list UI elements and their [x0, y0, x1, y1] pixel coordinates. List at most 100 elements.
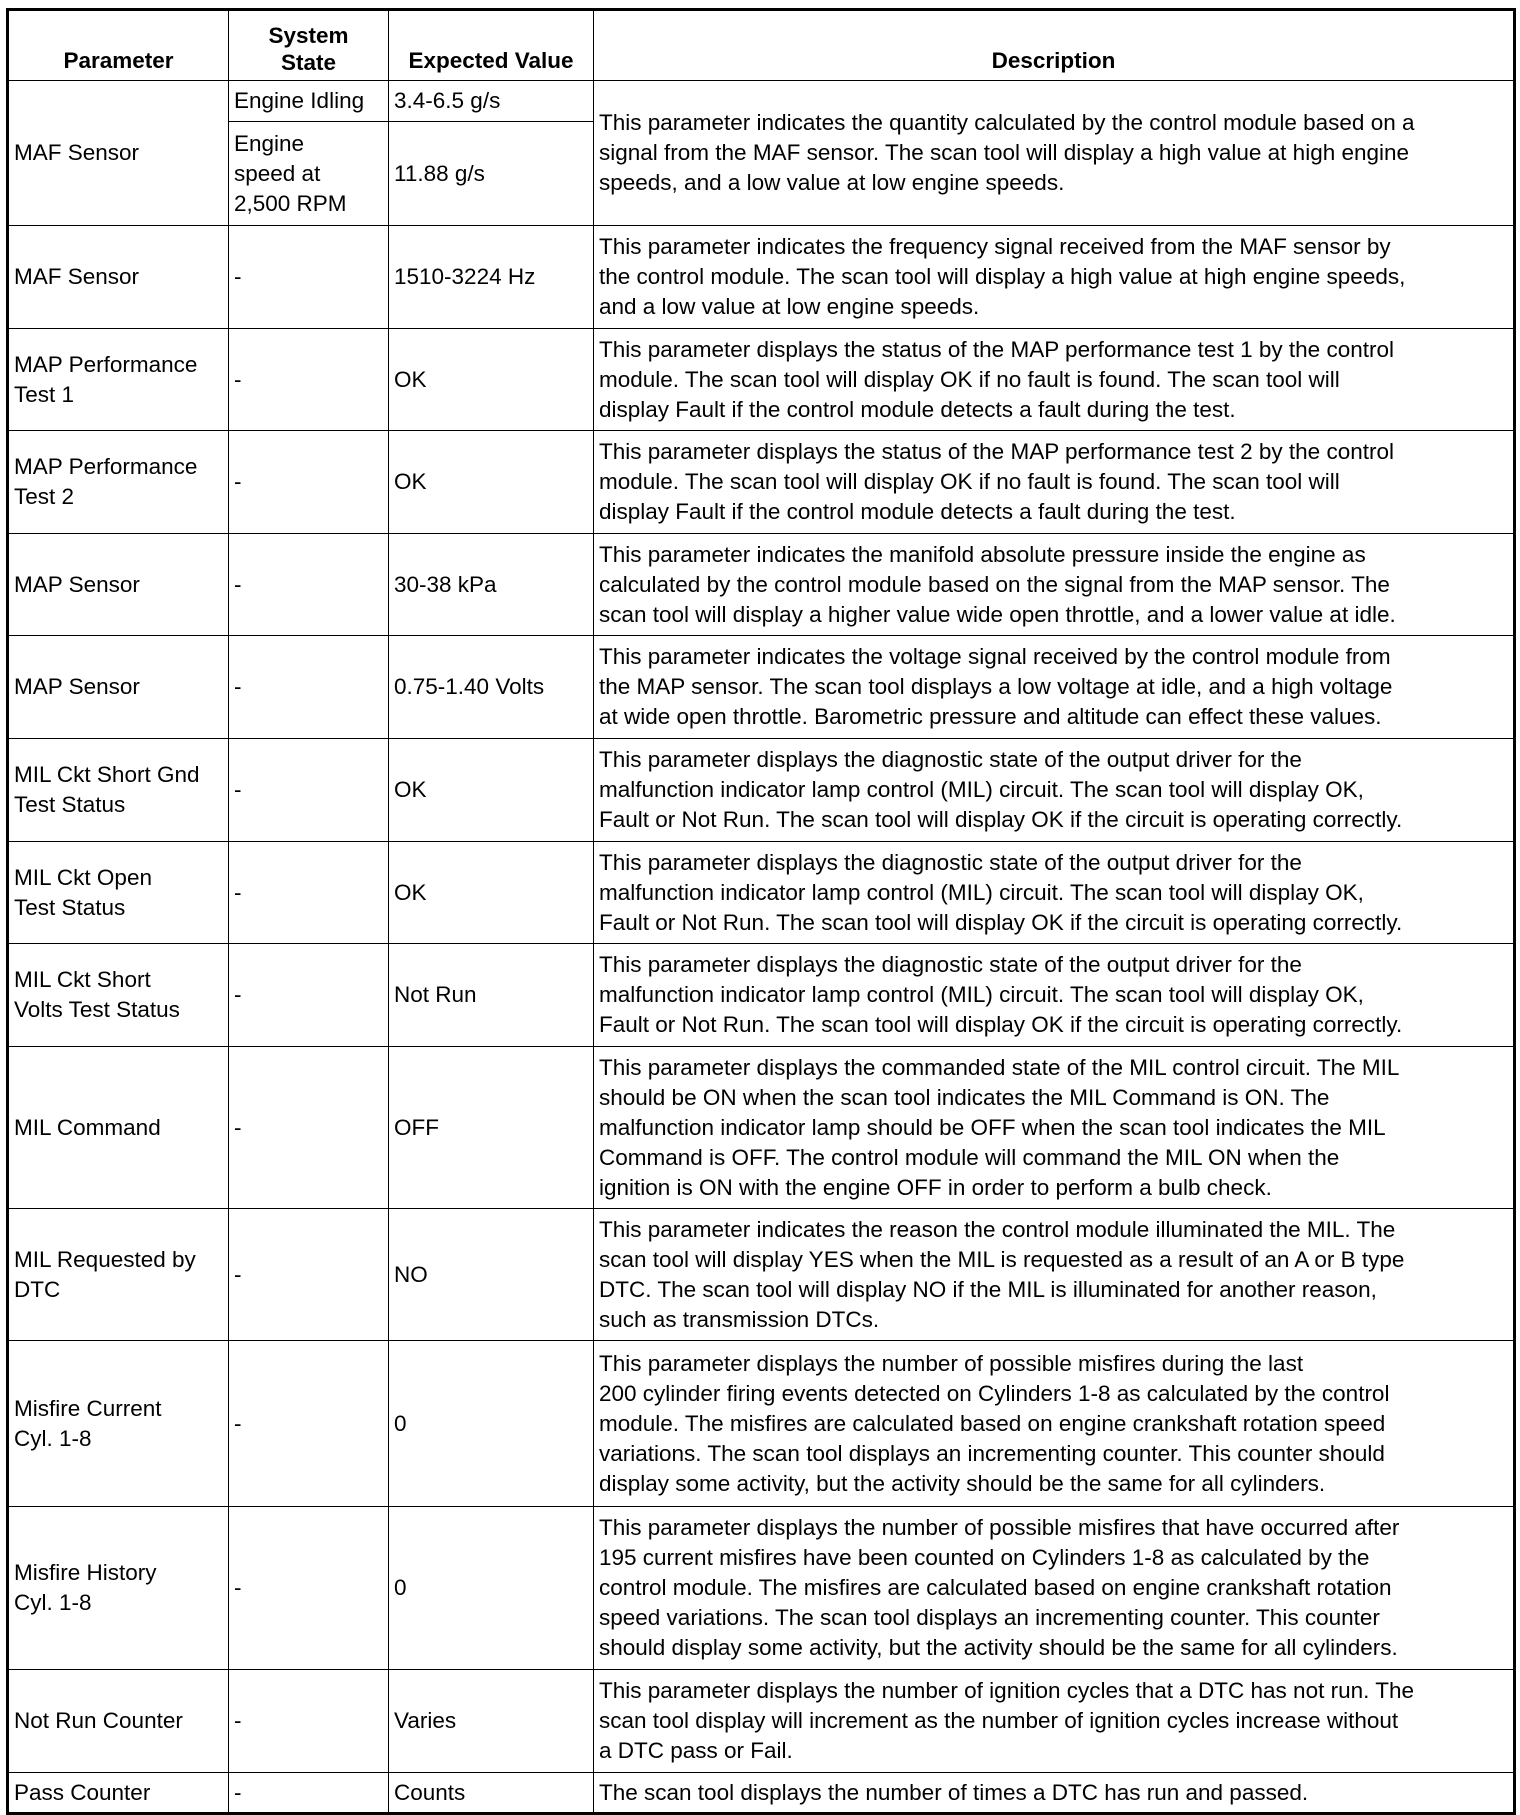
parameter-cell: Misfire History Cyl. 1-8: [7, 1506, 229, 1670]
header-row: Parameter System State Expected Value Des…: [7, 9, 1515, 81]
description-cell: This parameter displays the diagnostic s…: [593, 943, 1515, 1047]
text-line: This parameter displays the number of po…: [599, 1515, 1400, 1540]
parameter-cell: MIL Command: [7, 1046, 229, 1209]
expected-value-cell: 1510-3224 Hz: [388, 225, 594, 329]
table-row: Misfire Current Cyl. 1-8 -0 This parameter …: [7, 1340, 1515, 1507]
text-line: the MAP sensor. The scan tool displays a…: [599, 674, 1393, 699]
parameter-cell: Not Run Counter: [7, 1669, 229, 1773]
table-row: MAP Performance Test 2 - OK This parameter d…: [7, 430, 1515, 534]
description-cell: This parameter displays the diagnostic s…: [593, 738, 1515, 842]
text-line: Test Status: [14, 792, 126, 817]
header-description: Description: [593, 9, 1515, 81]
text-line: and a low value at low engine speeds.: [599, 294, 980, 319]
text-line: a DTC pass or Fail.: [599, 1738, 793, 1763]
text-line: This parameter displays the status of th…: [599, 336, 1394, 362]
parameter-cell: MIL Ckt Short Gnd Test Status: [7, 738, 229, 842]
text-line: calculated by the control module based o…: [599, 571, 1390, 597]
description-cell: This parameter indicates the frequency s…: [593, 225, 1515, 329]
text-line: Pass Counter: [14, 1779, 151, 1805]
text-line: malfunction indicator lamp control (MIL)…: [599, 879, 1364, 905]
text-line: MIL Requested by: [14, 1246, 196, 1272]
text-line: malfunction indicator lamp control (MIL)…: [599, 777, 1364, 802]
text-line: This parameter displays the diagnostic s…: [599, 952, 1302, 977]
text-line: the control module. The scan tool will d…: [599, 264, 1406, 289]
description-cell: This parameter indicates the quantity ca…: [593, 80, 1515, 226]
table-row: MIL Ckt Short Gnd Test Status - OK This para…: [7, 738, 1515, 842]
parameter-cell: MAP Performance Test 1: [7, 328, 229, 431]
text-line: 195 current misfires have been counted o…: [599, 1545, 1370, 1570]
text-line: scan tool will display YES when the MIL …: [599, 1246, 1405, 1272]
table-row: MAP Sensor -0.75-1.40 Volts This parameter…: [7, 635, 1515, 739]
text-line: MIL Ckt Short: [14, 967, 151, 992]
table-row: Pass Counter - Counts The scan tool display…: [7, 1772, 1515, 1814]
expected-value-cell: OK: [388, 841, 594, 944]
text-line: 200 cylinder firing events detected on C…: [599, 1380, 1390, 1406]
header-system-state: System State: [228, 9, 389, 81]
text-line: module. The misfires are calculated base…: [599, 1410, 1386, 1436]
table-row: Misfire History Cyl. 1-8 -0 This parameter …: [7, 1506, 1515, 1670]
text-line: speeds, and a low value at low engine sp…: [599, 170, 1065, 195]
text-line: This parameter displays the number of po…: [599, 1350, 1304, 1376]
text-line: This parameter displays the number of ig…: [599, 1678, 1414, 1703]
text-line: MIL Ckt Short Gnd: [14, 762, 200, 787]
text-line: This parameter displays the diagnostic s…: [599, 849, 1302, 875]
header-expected-value: Expected Value: [388, 9, 594, 81]
text-line: malfunction indicator lamp should be OFF…: [599, 1114, 1386, 1140]
text-line: malfunction indicator lamp control (MIL)…: [599, 982, 1364, 1007]
text-line: This parameter indicates the quantity ca…: [599, 110, 1415, 135]
text-line: Test 2: [14, 484, 75, 509]
table-row: MAF Sensor -1510-3224 Hz This parameter in…: [7, 225, 1515, 329]
system-state-cell: -: [228, 943, 389, 1047]
text-line: DTC: [14, 1276, 61, 1302]
system-state-cell: Engine speed at 2,500 RPM: [228, 121, 389, 226]
system-state-cell: -: [228, 1208, 389, 1341]
table-row: Not Run Counter - Varies This parameter dis…: [7, 1669, 1515, 1773]
description-cell: This parameter displays the number of po…: [593, 1506, 1515, 1670]
text-line: display some activity, but the activity …: [599, 1470, 1326, 1496]
expected-value-cell: Not Run: [388, 943, 594, 1047]
text-line: Engine: [234, 130, 305, 156]
text-line: Test 1: [14, 381, 75, 407]
text-line: The scan tool displays the number of tim…: [599, 1779, 1309, 1805]
parameter-table: Parameter System State Expected Value Des…: [6, 8, 1516, 1815]
text-line: speed at: [234, 160, 321, 186]
table-row: Engine speed at 2,500 RPM 11.88 g/s: [8, 121, 1515, 226]
text-line: This parameter displays the diagnostic s…: [599, 747, 1302, 772]
description-cell: This parameter indicates the voltage sig…: [593, 635, 1515, 739]
text-line: Command is OFF. The control module will …: [599, 1144, 1340, 1170]
text-line: variations. The scan tool displays an in…: [599, 1440, 1385, 1466]
system-state-cell: -: [228, 328, 389, 431]
system-state-cell: -: [228, 225, 389, 329]
text-line: signal from the MAF sensor. The scan too…: [599, 140, 1410, 165]
table-row: MAP Performance Test 1 - OK This parameter d…: [7, 328, 1515, 431]
description-cell: This parameter displays the status of th…: [593, 430, 1515, 534]
description-cell: This parameter displays the commanded st…: [593, 1046, 1515, 1209]
parameter-cell: MAP Sensor: [7, 635, 229, 739]
text-line: scan tool display will increment as the …: [599, 1708, 1399, 1733]
text-line: This parameter indicates the frequency s…: [599, 234, 1391, 259]
text-line: Not Run Counter: [14, 1708, 183, 1733]
expected-value-cell: 11.88 g/s: [388, 121, 594, 226]
text-line: at wide open throttle. Barometric pressu…: [599, 704, 1382, 729]
system-state-cell: -: [228, 1340, 389, 1507]
text-line: should be ON when the scan tool indicate…: [599, 1084, 1330, 1110]
text-line: module. The scan tool will display OK if…: [599, 366, 1340, 392]
text-line: MAP Sensor: [14, 571, 140, 597]
text-line: MAF Sensor: [14, 264, 140, 289]
table-row: MAP Sensor -30-38 kPa This parameter indic…: [7, 533, 1515, 636]
text-line: ignition is ON with the engine OFF in or…: [599, 1174, 1272, 1200]
description-cell: This parameter indicates the manifold ab…: [593, 533, 1515, 636]
header-parameter: Parameter: [7, 9, 229, 81]
description-cell: This parameter indicates the reason the …: [593, 1208, 1515, 1341]
text-line: Cyl. 1-8: [14, 1425, 92, 1451]
table-row: MIL Ckt Open Test Status - OK This parameter…: [7, 841, 1515, 944]
text-line: Test Status: [14, 894, 126, 920]
system-state-cell: -: [228, 1669, 389, 1773]
system-state-cell: -: [228, 635, 389, 739]
text-line: such as transmission DTCs.: [599, 1306, 880, 1332]
text-line: MAP Sensor: [14, 674, 140, 699]
text-line: Fault or Not Run. The scan tool will dis…: [599, 909, 1403, 935]
description-cell: This parameter displays the status of th…: [593, 328, 1515, 431]
table-row: MIL Ckt Short Volts Test Status - Not Run Th…: [7, 943, 1515, 1047]
parameter-cell: Misfire Current Cyl. 1-8: [7, 1340, 229, 1507]
